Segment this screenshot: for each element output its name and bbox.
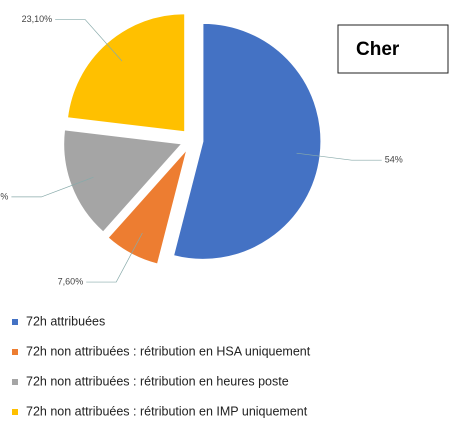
- legend-label: 72h non attribuées : rétribution en HSA …: [26, 344, 311, 358]
- title-box: [337, 24, 449, 74]
- legend-label: 72h non attribuées : rétribution en heur…: [26, 374, 289, 388]
- data-label: 54%: [385, 155, 403, 165]
- data-label: 15,30%: [0, 191, 8, 201]
- legend-label: 72h attribuées: [26, 314, 105, 328]
- legend-label: 72h non attribuées : rétribution en IMP …: [26, 404, 308, 418]
- legend-marker: [12, 409, 18, 415]
- data-label: 23,10%: [22, 14, 53, 24]
- pie-slice: [66, 13, 186, 133]
- legend-marker: [12, 379, 18, 385]
- legend-marker: [12, 349, 18, 355]
- data-label: 7,60%: [58, 276, 84, 286]
- leader-line: [86, 232, 143, 283]
- legend-marker: [12, 319, 18, 325]
- pie-slice: [172, 22, 322, 260]
- chart-title: Cher: [356, 39, 400, 60]
- leader-line: [296, 152, 382, 161]
- leader-line: [11, 176, 94, 198]
- leader-line: [55, 19, 123, 62]
